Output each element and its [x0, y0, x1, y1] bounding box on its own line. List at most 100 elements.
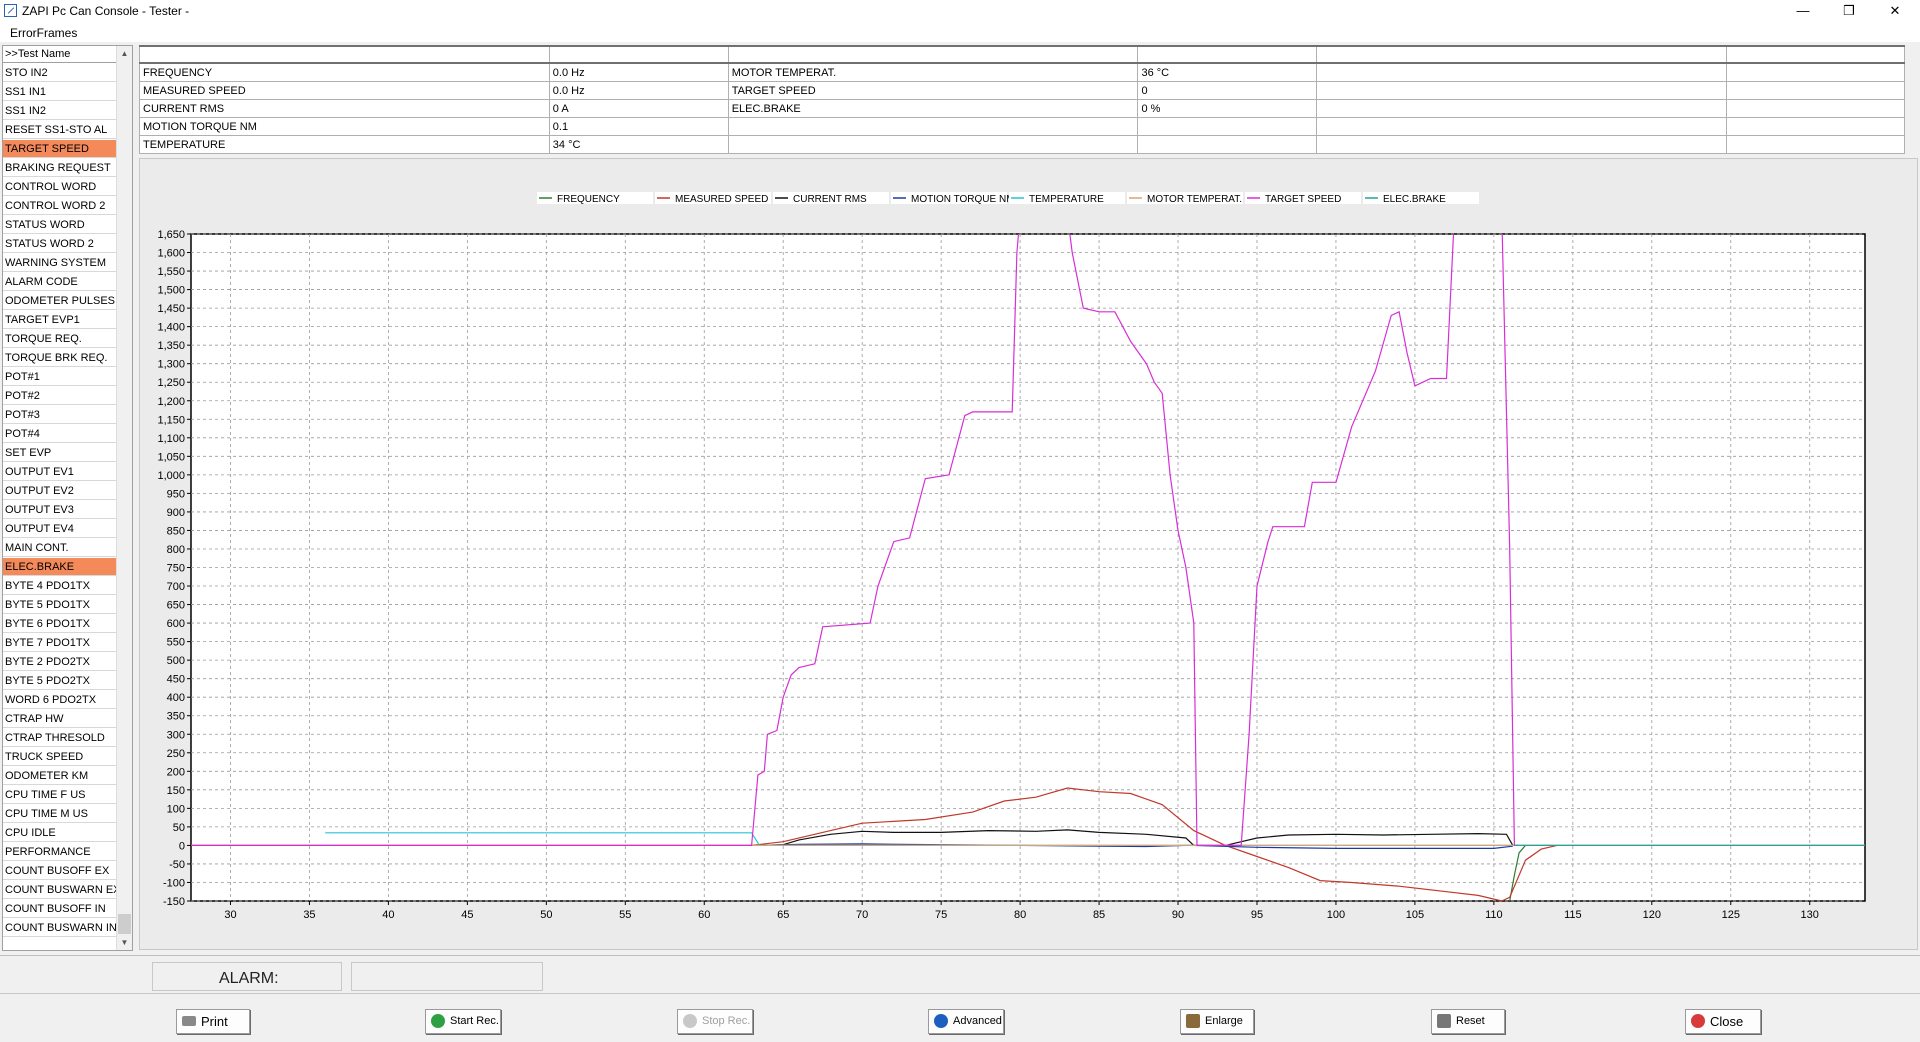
list-item[interactable]: BYTE 6 PDO1TX	[3, 615, 119, 633]
list-item[interactable]: TARGET EVP1	[3, 311, 119, 329]
series-line-current-rms	[759, 829, 1514, 846]
menu-bar: ErrorFrames	[0, 22, 1920, 42]
list-item[interactable]: COUNT BUSWARN IN	[3, 919, 119, 937]
list-item[interactable]: BYTE 7 PDO1TX	[3, 634, 119, 652]
list-item[interactable]: POT#3	[3, 406, 119, 424]
y-tick-label: 1,650	[157, 229, 185, 241]
list-item[interactable]: TRUCK SPEED	[3, 748, 119, 766]
list-item[interactable]: ELEC.BRAKE	[3, 558, 119, 576]
y-tick-label: 1,600	[157, 248, 185, 260]
close-window-button[interactable]: ✕	[1889, 3, 1901, 18]
x-tick-label: 100	[1327, 909, 1345, 921]
list-item[interactable]: CONTROL WORD 2	[3, 197, 119, 215]
list-item[interactable]: OUTPUT EV1	[3, 463, 119, 481]
list-item[interactable]: ALARM CODE	[3, 273, 119, 291]
list-item[interactable]: STATUS WORD	[3, 216, 119, 234]
list-item[interactable]: TARGET SPEED	[3, 140, 119, 158]
table-scrollbar[interactable]	[1906, 45, 1918, 158]
alarm-label: ALARM:	[219, 970, 279, 987]
stop-rec-button[interactable]: Stop Rec.	[677, 1009, 753, 1034]
scroll-thumb[interactable]	[118, 914, 131, 934]
list-item[interactable]: RESET SS1-STO AL	[3, 121, 119, 139]
reset-button[interactable]: Reset	[1431, 1009, 1505, 1034]
close-button[interactable]: Close	[1685, 1009, 1761, 1034]
record-start-icon	[431, 1014, 445, 1028]
list-item[interactable]: SS1 IN1	[3, 83, 119, 101]
enlarge-label: Enlarge	[1205, 1015, 1243, 1027]
list-item[interactable]: ODOMETER KM	[3, 767, 119, 785]
scroll-down-arrow-icon[interactable]: ▼	[120, 938, 129, 947]
list-item[interactable]: WARNING SYSTEM	[3, 254, 119, 272]
eraser-icon	[1437, 1014, 1451, 1028]
x-tick-label: 125	[1722, 909, 1740, 921]
list-item[interactable]: MAIN CONT.	[3, 539, 119, 557]
table-cell: 0.1	[548, 117, 729, 136]
list-item[interactable]: STATUS WORD 2	[3, 235, 119, 253]
y-tick-label: 1,100	[157, 433, 185, 445]
list-item[interactable]: COUNT BUSOFF IN	[3, 900, 119, 918]
legend-box	[891, 192, 1007, 204]
list-item[interactable]: OUTPUT EV4	[3, 520, 119, 538]
list-item[interactable]: PERFORMANCE	[3, 843, 119, 861]
list-item[interactable]: CPU TIME M US	[3, 805, 119, 823]
list-item[interactable]: BRAKING REQUEST	[3, 159, 119, 177]
list-item[interactable]: BYTE 5 PDO2TX	[3, 672, 119, 690]
list-item[interactable]: COUNT BUSWARN EX	[3, 881, 119, 899]
table-cell	[1726, 81, 1905, 100]
list-item[interactable]: BYTE 2 PDO2TX	[3, 653, 119, 671]
list-item[interactable]: OUTPUT EV2	[3, 482, 119, 500]
list-item[interactable]: BYTE 4 PDO1TX	[3, 577, 119, 595]
table-cell	[1137, 117, 1318, 136]
list-item[interactable]: STO IN2	[3, 64, 119, 82]
y-tick-label: 1,200	[157, 396, 185, 408]
list-item[interactable]: POT#2	[3, 387, 119, 405]
list-item[interactable]: CONTROL WORD	[3, 178, 119, 196]
table-row: TEMPERATURE 34 °C	[139, 135, 1905, 154]
list-item[interactable]: OUTPUT EV3	[3, 501, 119, 519]
list-item[interactable]: TORQUE REQ.	[3, 330, 119, 348]
list-item[interactable]: CPU TIME F US	[3, 786, 119, 804]
table-cell: CURRENT RMS	[139, 99, 550, 118]
test-name-list[interactable]: >>Test Name STO IN2 SS1 IN1 SS1 IN2 RESET S…	[2, 45, 133, 951]
list-item[interactable]: ODOMETER PULSES	[3, 292, 119, 310]
enlarge-button[interactable]: Enlarge	[1180, 1009, 1254, 1034]
list-item[interactable]: BYTE 5 PDO1TX	[3, 596, 119, 614]
y-tick-label: 500	[167, 655, 185, 667]
y-tick-label: 650	[167, 600, 185, 612]
table-cell: TEMPERATURE	[139, 135, 550, 154]
scroll-up-arrow-icon[interactable]: ▲	[120, 49, 129, 58]
list-item[interactable]: WORD 6 PDO2TX	[3, 691, 119, 709]
list-item[interactable]: CPU IDLE	[3, 824, 119, 842]
x-tick-label: 105	[1406, 909, 1424, 921]
app-icon	[4, 4, 17, 17]
table-cell	[727, 117, 1139, 136]
legend-box	[1127, 192, 1243, 204]
y-tick-label: 50	[173, 822, 185, 834]
list-scrollbar[interactable]: ▲ ▼	[116, 46, 132, 950]
y-tick-label: 950	[167, 488, 185, 500]
list-item[interactable]: SS1 IN2	[3, 102, 119, 120]
list-item[interactable]: CTRAP THRESOLD	[3, 729, 119, 747]
print-button[interactable]: Print	[176, 1009, 250, 1034]
x-tick-label: 40	[382, 909, 394, 921]
minimize-button[interactable]: —	[1796, 3, 1810, 18]
list-item[interactable]: SET EVP	[3, 444, 119, 462]
y-tick-label: 200	[167, 766, 185, 778]
list-item[interactable]: POT#4	[3, 425, 119, 443]
list-item[interactable]: CTRAP HW	[3, 710, 119, 728]
y-tick-label: 1,550	[157, 266, 185, 278]
advanced-button[interactable]: Advanced	[928, 1009, 1004, 1034]
list-item[interactable]: COUNT BUSOFF EX	[3, 862, 119, 880]
series-line-measured-speed	[191, 787, 1558, 901]
series-line-frequency	[1509, 845, 1526, 901]
list-header[interactable]: >>Test Name	[3, 46, 119, 63]
list-item[interactable]: TORQUE BRK REQ.	[3, 349, 119, 367]
y-tick-label: 1,400	[157, 322, 185, 334]
menu-error-frames[interactable]: ErrorFrames	[10, 26, 78, 40]
y-tick-label: 850	[167, 525, 185, 537]
list-item[interactable]: POT#1	[3, 368, 119, 386]
start-rec-button[interactable]: Start Rec.	[425, 1009, 501, 1034]
restore-button[interactable]: ❒	[1843, 3, 1855, 18]
close-icon	[1691, 1014, 1705, 1028]
y-tick-label: 1,000	[157, 470, 185, 482]
